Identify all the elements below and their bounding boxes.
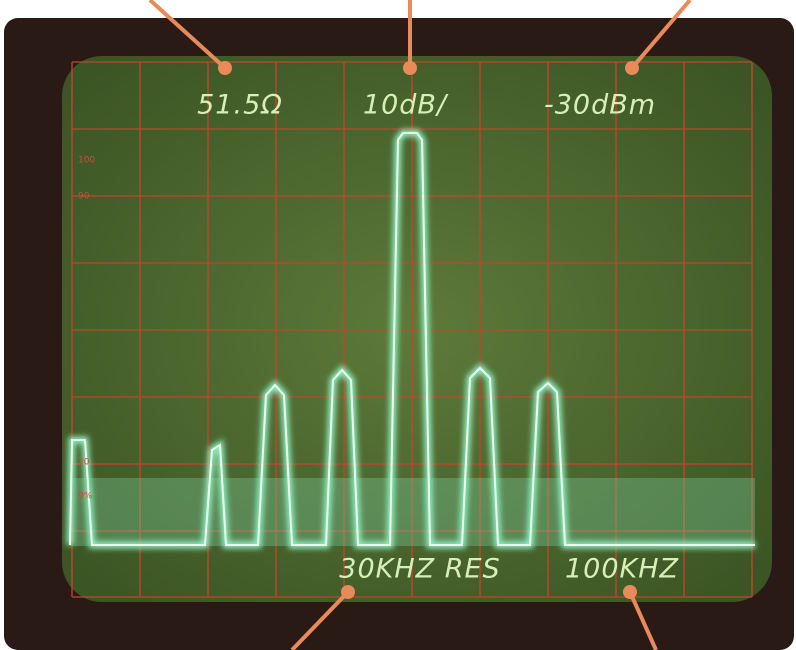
screenshot: 100 90 10 0% 51.5Ω 10dB/ -30dBm 30KHZ RE… (0, 0, 796, 650)
reference-readout: -30dBm (544, 90, 656, 121)
graticule-label: 90 (78, 192, 90, 202)
span-readout: 100KHZ (565, 554, 679, 585)
page: 100 90 10 0% 51.5Ω 10dB/ -30dBm 30KHZ RE… (0, 0, 796, 650)
scale-readout: 10dB/ (363, 90, 449, 121)
graticule-label: 10 (78, 458, 90, 468)
resolution-readout: 30KHZ RES (339, 554, 500, 585)
noise-floor (70, 478, 755, 546)
graticule-label: 0% (78, 492, 93, 502)
graticule-label: 100 (78, 156, 95, 166)
impedance-readout: 51.5Ω (197, 90, 283, 121)
